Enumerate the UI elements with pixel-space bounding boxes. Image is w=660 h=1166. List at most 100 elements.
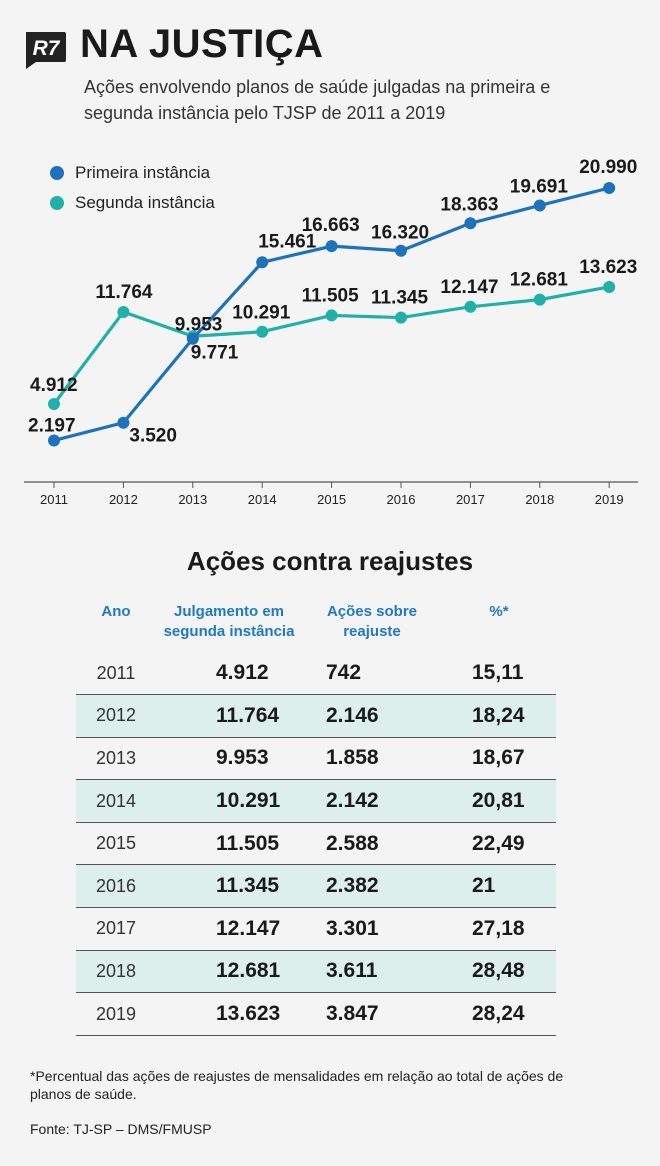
data-label: 13.623 <box>579 257 637 278</box>
cell-julgamento: 11.345 <box>156 864 302 909</box>
legend-label-primeira: Primeira instância <box>75 163 211 182</box>
cell-pct: 21 <box>442 864 556 909</box>
cell-pct: 18,24 <box>442 694 556 738</box>
data-point-segunda <box>117 305 130 318</box>
x-tick-label: 2014 <box>248 492 277 507</box>
x-tick-label: 2016 <box>387 492 416 507</box>
data-label: 16.663 <box>302 215 360 236</box>
cell-acoes: 1.858 <box>302 737 442 781</box>
data-label: 12.681 <box>510 270 569 291</box>
header-acoes-line1: Ações sobre <box>326 603 418 620</box>
reajustes-table: Ano Julgamento em segunda instância Açõe… <box>76 600 556 1036</box>
cell-ano: 2013 <box>76 737 156 781</box>
cell-ano: 2011 <box>76 652 156 696</box>
data-point-segunda <box>256 325 269 338</box>
cell-acoes: 2.382 <box>302 864 442 909</box>
data-label: 11.505 <box>302 285 359 306</box>
x-tick-label: 2019 <box>595 492 624 507</box>
data-label: 19.691 <box>510 176 569 197</box>
data-point-primeira <box>256 256 269 269</box>
cell-pct: 28,48 <box>442 950 556 994</box>
cell-julgamento: 13.623 <box>156 992 302 1036</box>
cell-ano: 2017 <box>76 907 156 951</box>
data-point-segunda <box>603 280 616 293</box>
table-row: 2018 12.681 3.611 28,48 <box>76 950 556 994</box>
legend-label-segunda: Segunda instância <box>75 193 215 212</box>
x-tick-label: 2011 <box>40 492 68 507</box>
cell-pct: 27,18 <box>442 907 556 951</box>
cell-acoes: 2.588 <box>302 822 442 866</box>
cell-acoes: 3.611 <box>302 950 442 994</box>
cell-julgamento: 12.147 <box>156 907 302 951</box>
cell-julgamento: 11.505 <box>156 822 302 866</box>
cell-ano: 2019 <box>76 992 156 1036</box>
data-point-primeira <box>186 332 199 345</box>
page-title: NA JUSTIÇA <box>80 22 324 66</box>
data-label: 15.461 <box>258 231 317 252</box>
r7-logo-text: R7 <box>33 37 61 60</box>
data-point-primeira <box>603 182 616 194</box>
header-acoes-line2: reajuste <box>343 623 401 640</box>
data-point-primeira <box>48 434 60 447</box>
legend-item-primeira: Primeira instância <box>50 158 215 188</box>
cell-acoes: 2.142 <box>302 779 442 823</box>
header-julgamento-line1: Julgamento em <box>173 603 285 620</box>
x-tick-label: 2012 <box>109 492 138 507</box>
data-label: 2.197 <box>28 415 76 436</box>
data-point-primeira <box>395 244 407 257</box>
cell-julgamento: 4.912 <box>156 652 302 696</box>
data-label: 3.520 <box>129 426 177 447</box>
data-label: 18.363 <box>440 194 498 215</box>
data-point-primeira <box>464 217 477 230</box>
x-tick-label: 2017 <box>456 492 485 507</box>
table-row: 2012 11.764 2.146 18,24 <box>76 694 556 738</box>
data-point-primeira <box>117 416 130 429</box>
header-pct: %* <box>489 603 509 620</box>
data-label: 20.990 <box>579 157 637 178</box>
footnote: *Percentual das ações de reajustes de me… <box>30 1068 564 1102</box>
cell-julgamento: 11.764 <box>156 694 302 738</box>
data-point-segunda <box>533 293 546 306</box>
data-label: 4.912 <box>30 375 78 396</box>
table-title: Ações contra reajustes <box>186 546 474 576</box>
cell-julgamento: 10.291 <box>156 779 302 823</box>
data-point-segunda <box>395 311 407 324</box>
cell-acoes: 3.301 <box>302 907 442 951</box>
x-tick-label: 2015 <box>317 492 346 507</box>
legend-item-segunda: Segunda instância <box>50 188 215 218</box>
cell-pct: 28,24 <box>442 992 556 1036</box>
cell-ano: 2014 <box>76 779 156 823</box>
data-point-segunda <box>325 309 338 322</box>
data-point-primeira <box>325 240 338 253</box>
cell-acoes: 3.847 <box>302 992 442 1036</box>
line-chart: 2011 2012 2013 2014 2015 2016 2017 2018 2019 2.19… <box>24 157 638 507</box>
cell-ano: 2015 <box>76 822 156 866</box>
data-point-segunda <box>48 398 60 411</box>
cell-ano: 2012 <box>76 694 156 738</box>
data-label: 10.291 <box>232 303 291 324</box>
header-ano: Ano <box>101 603 131 620</box>
cell-acoes: 2.146 <box>302 694 442 738</box>
table-row: 2019 13.623 3.847 28,24 <box>76 992 556 1036</box>
cell-pct: 22,49 <box>442 822 556 866</box>
table-header-row: Ano Julgamento em segunda instância Açõe… <box>76 600 556 652</box>
cell-pct: 15,11 <box>442 652 556 696</box>
data-label: 16.320 <box>371 223 429 244</box>
data-point-primeira <box>533 199 546 212</box>
data-point-segunda <box>464 300 477 313</box>
cell-julgamento: 9.953 <box>156 737 302 781</box>
x-tick-label: 2013 <box>178 492 207 507</box>
table-row: 2015 11.505 2.588 22,49 <box>76 822 556 866</box>
table-row: 2014 10.291 2.142 20,81 <box>76 779 556 823</box>
data-label: 9.771 <box>191 343 239 364</box>
header-acoes: Ações sobre reajuste <box>302 600 442 652</box>
data-label: 11.764 <box>95 282 152 303</box>
header-julgamento-line2: segunda instância <box>163 623 295 640</box>
cell-pct: 18,67 <box>442 737 556 781</box>
table-row: 2017 12.147 3.301 27,18 <box>76 907 556 951</box>
table-row: 2016 11.345 2.382 21 <box>76 864 556 909</box>
cell-julgamento: 12.681 <box>156 950 302 994</box>
legend-dot-segunda <box>50 196 64 210</box>
cell-pct: 20,81 <box>442 779 556 823</box>
r7-logo-icon: R7 <box>26 32 66 69</box>
